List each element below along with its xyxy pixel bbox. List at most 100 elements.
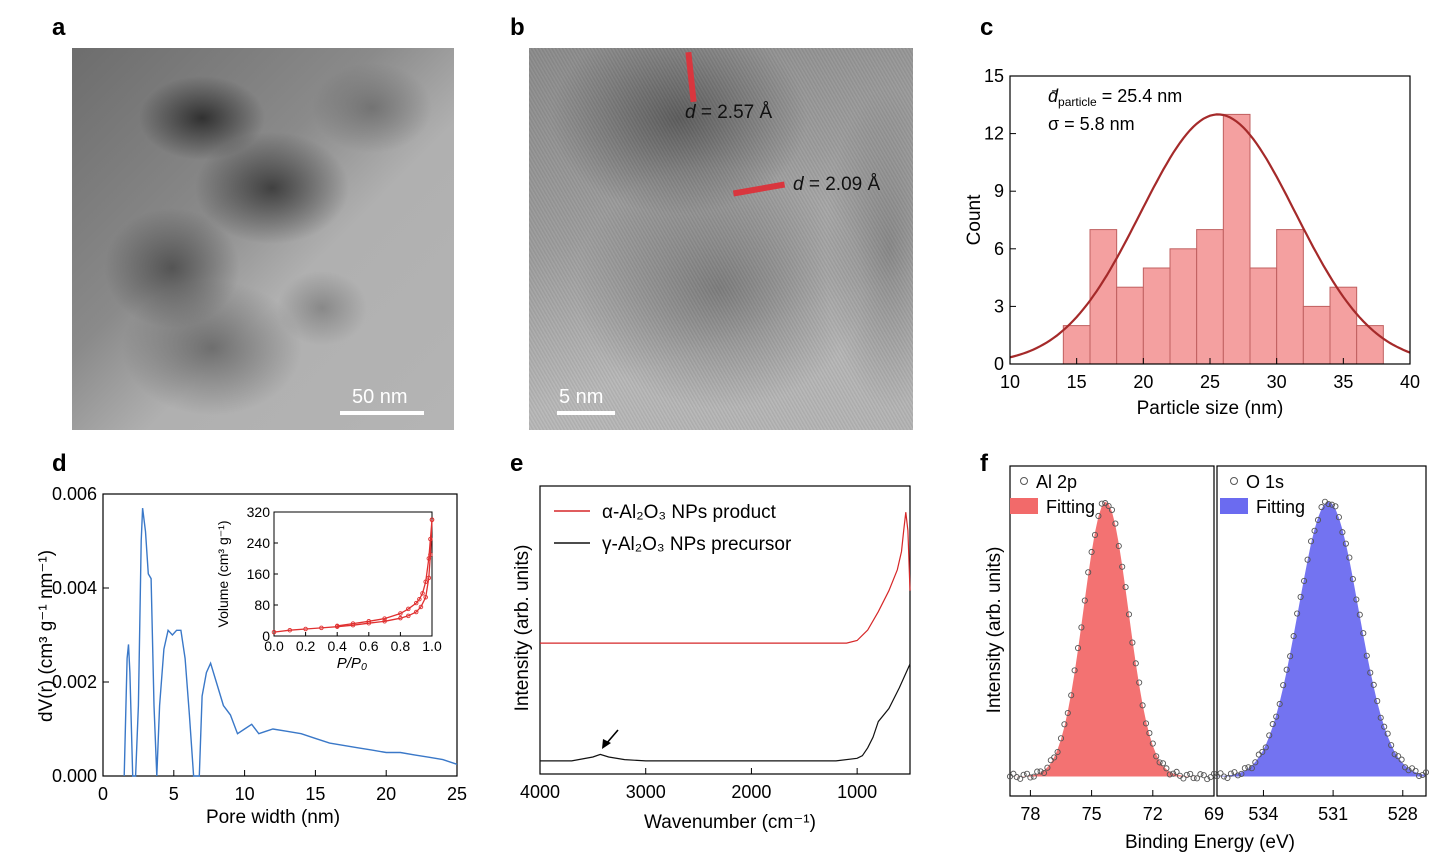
data-point-al [1034, 768, 1041, 775]
data-point-al [1051, 754, 1058, 761]
data-point-al [1187, 770, 1194, 777]
panel-label-d: d [52, 450, 67, 477]
isotherm-point [423, 579, 428, 584]
legend-text-o: O 1s [1246, 472, 1284, 492]
data-point-o [1304, 556, 1311, 563]
y-tick-label: 0.002 [52, 672, 97, 692]
data-point-al [1037, 768, 1044, 775]
data-point-al [1153, 753, 1160, 760]
data-point-al [1197, 771, 1204, 778]
data-point-o [1353, 596, 1360, 603]
data-point-al [1078, 624, 1085, 631]
isotherm-point [382, 619, 387, 624]
y-tick-label: 0.004 [52, 578, 97, 598]
data-point-al [1074, 645, 1082, 652]
data-point-al [1183, 771, 1190, 778]
data-point-o [1360, 630, 1367, 637]
scale-bar-label-b: 5 nm [559, 386, 604, 408]
legend-swatch-al-fit [1010, 498, 1038, 514]
y-tick-label: 0 [994, 354, 1004, 374]
data-point-al [1030, 773, 1037, 780]
histogram-bar [1222, 113, 1251, 365]
data-point-al [1180, 775, 1187, 782]
inset-frame [273, 511, 433, 637]
data-point-al [1146, 730, 1153, 737]
histogram-bar [1116, 286, 1144, 365]
data-point-o [1220, 773, 1228, 780]
isotherm-point [398, 615, 403, 621]
inset-x-tick-label: 0.8 [391, 638, 411, 654]
x-tick-label: 78 [1020, 804, 1040, 824]
y-tick-label: 0.000 [52, 766, 97, 786]
data-point-al [1023, 770, 1031, 777]
x-tick-label: 2000 [731, 782, 771, 802]
data-point-o [1224, 774, 1231, 782]
data-point-o [1395, 753, 1402, 760]
data-point-o [1356, 611, 1363, 618]
data-point-al [1108, 506, 1116, 513]
plot-frame [102, 493, 458, 777]
data-point-o [1384, 730, 1391, 737]
data-point-o [1405, 767, 1412, 774]
isotherm-point [406, 613, 411, 619]
chart-c-histogram: 10 15 20 25 30 35 40 0 3 6 9 12 15 Particle size (nm)… [964, 66, 1420, 419]
histogram-bar [1302, 305, 1331, 365]
d-inset-xlabel: P/P₀ [337, 655, 368, 672]
data-point-al [1112, 520, 1119, 527]
data-point-o [1398, 756, 1405, 763]
data-point-o [1367, 669, 1374, 676]
data-point-o [1262, 744, 1269, 751]
data-point-o [1290, 633, 1297, 640]
legend-text-o-fit: Fitting [1256, 497, 1305, 517]
data-point-o [1388, 742, 1395, 749]
data-point-al [1057, 735, 1065, 742]
inset-x-tick-label: 1.0 [422, 638, 442, 654]
scale-bar-label-a: 50 nm [352, 386, 408, 408]
histogram-bar [1169, 248, 1198, 365]
e-ylabel: Intensity (arb. units) [512, 545, 533, 712]
data-point-o [1241, 765, 1248, 772]
data-point-al [1173, 768, 1180, 775]
data-point-o [1374, 698, 1381, 705]
fit-area-al [1010, 501, 1214, 777]
f-ylabel: Intensity (arb. units) [984, 547, 1005, 714]
isotherm-point [334, 623, 340, 629]
data-point-al [1115, 542, 1122, 550]
data-point-o [1269, 721, 1276, 728]
scale-bar-b [557, 411, 615, 415]
tem-image-a: 50 nm [72, 48, 454, 430]
data-point-al [1149, 740, 1156, 747]
x-tick-label: 15 [1067, 372, 1087, 392]
histogram-annotation-mean: d̄particle = 25.4 nm [1048, 86, 1182, 109]
data-point-al [1190, 775, 1197, 782]
fit-area-o [1217, 501, 1426, 777]
data-point-al [1132, 660, 1139, 667]
data-point-al [1017, 775, 1024, 782]
data-point-o [1311, 527, 1318, 534]
legend-text-gamma: γ-Al₂O₃ NPs precursor [602, 534, 792, 555]
data-point-o [1301, 577, 1308, 584]
legend-swatch-o-fit [1220, 498, 1248, 514]
x-tick-label: 5 [169, 784, 179, 804]
data-point-al [1159, 760, 1167, 767]
data-point-al [1129, 639, 1136, 646]
isotherm-point [398, 611, 403, 616]
inset-y-tick-label: 0 [262, 628, 270, 644]
legend-text-alpha: α-Al₂O₃ NPs product [602, 502, 777, 523]
y-tick-label: 0.006 [52, 484, 97, 504]
data-point-o [1259, 748, 1266, 756]
isotherm-point [413, 609, 419, 615]
plot-frame-al [1009, 465, 1215, 797]
data-point-o [1318, 504, 1325, 511]
histogram-bar [1196, 229, 1224, 365]
isotherm-point [428, 536, 433, 542]
x-tick-label: 75 [1082, 804, 1102, 824]
data-point-al [1119, 563, 1126, 570]
data-point-al [1095, 512, 1102, 520]
data-point-o [1252, 759, 1259, 766]
data-point-al [1010, 770, 1017, 777]
pore-distribution-line [123, 508, 458, 777]
data-point-o [1377, 714, 1384, 721]
x-tick-label: 531 [1318, 804, 1348, 824]
panel-label-a: a [52, 14, 66, 41]
